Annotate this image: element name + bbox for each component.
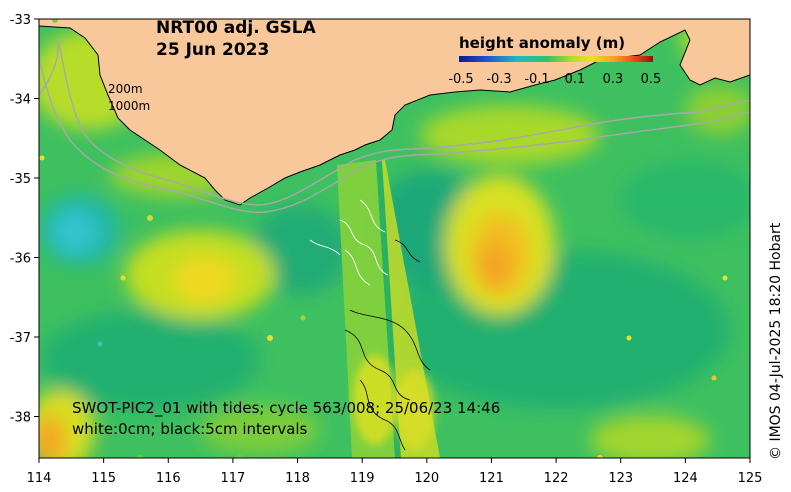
australia-land <box>39 19 750 206</box>
y-axis: -33 -34 -35 -36 -37 -38 <box>10 13 39 426</box>
x-tick-label: 123 <box>608 471 633 486</box>
x-tick-label: 125 <box>738 471 763 486</box>
legend-tick-label: -0.1 <box>524 72 549 87</box>
x-tick-label: 114 <box>27 471 52 486</box>
colorbar-legend: height anomaly (m) -0.5 -0.3 -0.1 0.1 0.3 0.5 <box>448 34 661 87</box>
x-tick-label: 120 <box>414 471 439 486</box>
x-tick-label: 116 <box>156 471 181 486</box>
contour-1000m <box>39 59 750 213</box>
x-tick-label: 122 <box>544 471 569 486</box>
y-tick-label: -36 <box>10 252 31 267</box>
swot-caption: SWOT-PIC2_01 with tides; cycle 563/008; … <box>72 399 500 418</box>
imos-credit: © IMOS 04-Jul-2025 18:20 Hobart <box>768 222 784 460</box>
x-axis: 114 115 116 117 118 119 120 121 122 123 124 125 <box>27 458 763 486</box>
plot-frame <box>38 18 751 459</box>
map-date: 25 Jun 2023 <box>156 40 269 60</box>
legend-tick-label: 0.1 <box>565 72 586 87</box>
x-tick-label: 115 <box>91 471 116 486</box>
y-tick-label: -38 <box>10 411 31 426</box>
legend-title: height anomaly (m) <box>459 34 625 52</box>
contour-200m <box>39 39 750 206</box>
swot-contour-note: white:0cm; black:5cm intervals <box>72 420 308 438</box>
contour-label-200m: 200m <box>108 82 143 96</box>
legend-tick-label: 0.5 <box>641 72 662 87</box>
legend-tick-label: 0.3 <box>603 72 624 87</box>
y-tick-label: -35 <box>10 172 31 187</box>
legend-tick-label: -0.5 <box>448 72 473 87</box>
x-tick-label: 117 <box>220 471 245 486</box>
x-tick-label: 121 <box>479 471 504 486</box>
legend-ticks: -0.5 -0.3 -0.1 0.1 0.3 0.5 <box>448 72 661 87</box>
x-tick-label: 118 <box>285 471 310 486</box>
plot-area <box>39 19 750 458</box>
y-tick-label: -34 <box>10 93 31 108</box>
map-title: NRT00 adj. GSLA <box>156 18 317 38</box>
x-tick-label: 124 <box>673 471 698 486</box>
colorbar <box>459 56 653 62</box>
bathymetry-contours <box>39 39 750 213</box>
station-dots <box>39 19 728 458</box>
y-tick-label: -37 <box>10 331 31 346</box>
contour-label-1000m: 1000m <box>108 99 150 113</box>
x-tick-label: 119 <box>350 471 375 486</box>
y-tick-label: -33 <box>10 13 31 28</box>
swot-swath <box>309 160 440 458</box>
legend-tick-label: -0.3 <box>486 72 511 87</box>
